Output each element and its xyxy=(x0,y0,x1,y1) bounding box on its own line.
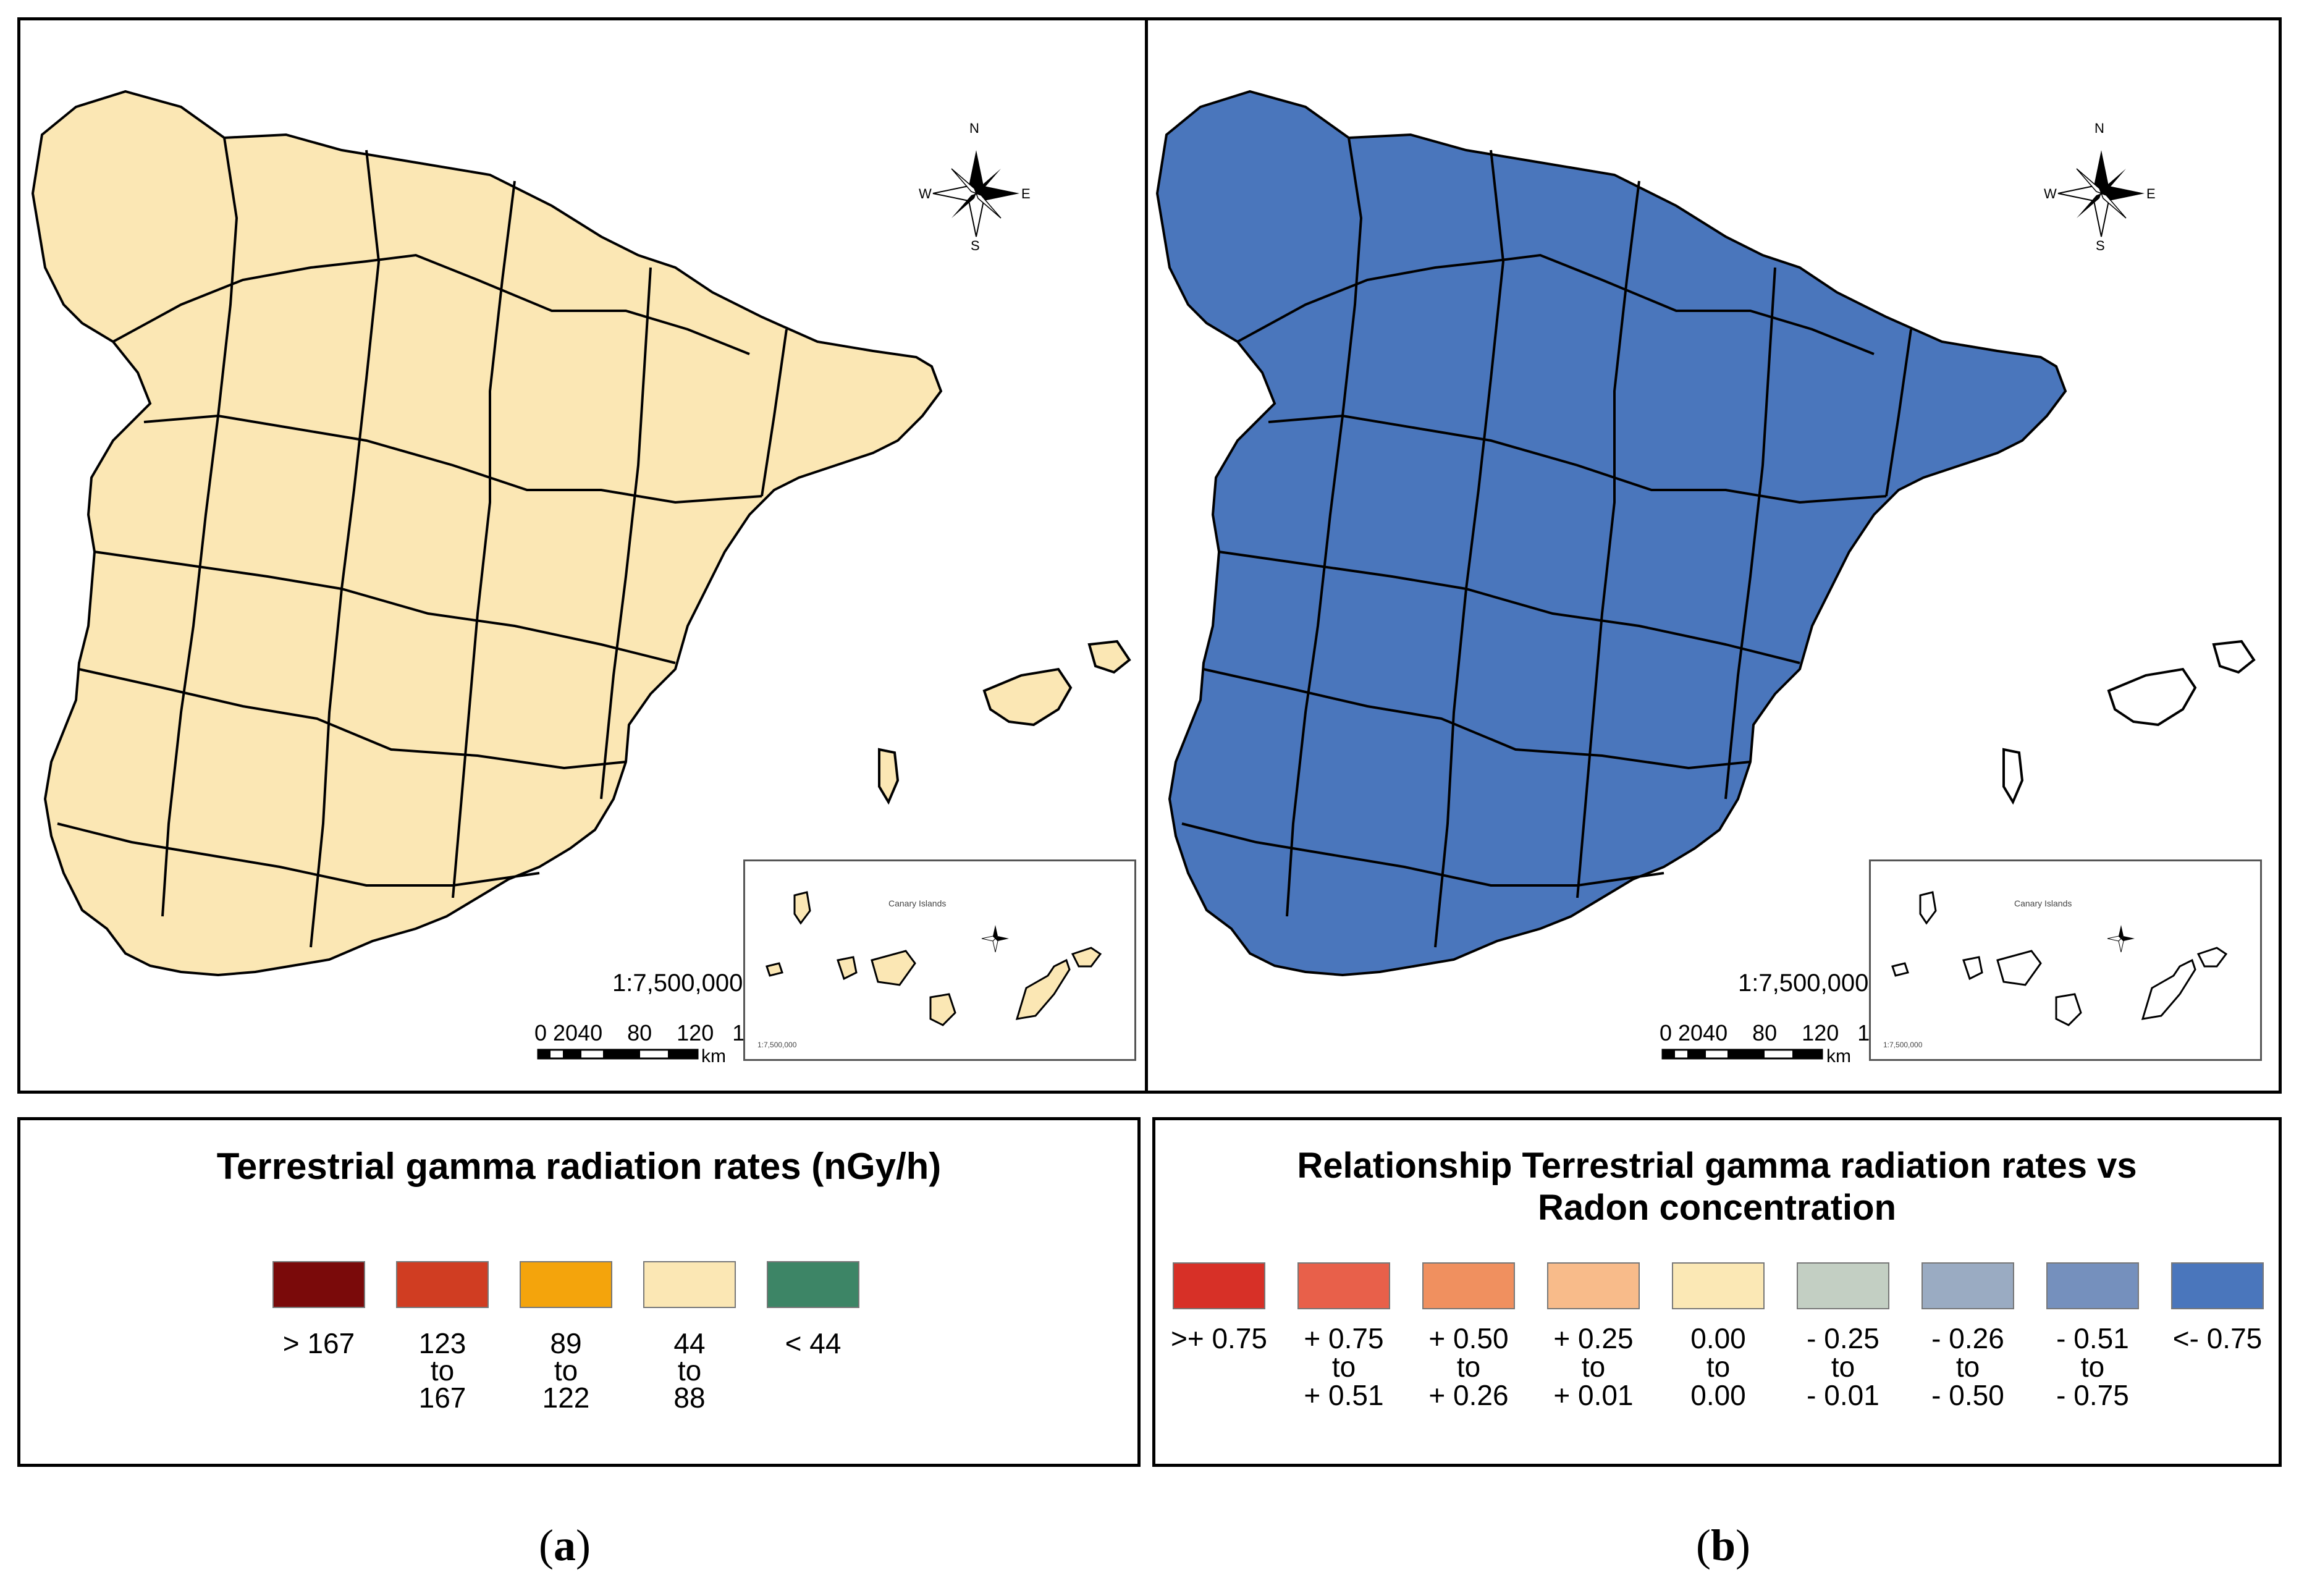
legend-label: to xyxy=(1456,1351,1481,1383)
map-panel-a: 1:7,500,000 0 2040 80 120 160 km N S E W xyxy=(17,17,1148,1094)
legend-swatch xyxy=(1297,1262,1390,1309)
legend-label: - 0.25 xyxy=(1807,1322,1879,1354)
map-patch xyxy=(1828,651,1852,675)
scale-bar-b xyxy=(1661,1049,1823,1060)
canary-inset-title-b: Canary Islands xyxy=(2014,898,2072,908)
scale-unit-a: km xyxy=(701,1046,726,1066)
legend-label: + 0.25 xyxy=(1553,1322,1634,1354)
legend-label: 0.00 xyxy=(1690,1322,1746,1354)
legend-swatch xyxy=(520,1261,612,1308)
legend-label: + 0.01 xyxy=(1553,1379,1634,1411)
legend-label: + 0.51 xyxy=(1304,1379,1384,1411)
legend-label: to xyxy=(554,1354,578,1387)
compass-e-b: E xyxy=(2146,186,2156,201)
legend-swatch xyxy=(1797,1262,1889,1309)
legend-label: < 44 xyxy=(785,1327,842,1359)
legend-swatch xyxy=(1672,1262,1765,1309)
compass-w-b: W xyxy=(2044,186,2057,201)
legend-label: to xyxy=(1831,1351,1855,1383)
borders-a xyxy=(32,90,942,976)
legend-label: <- 0.75 xyxy=(2172,1322,2263,1354)
compass-rose-a xyxy=(932,150,1019,237)
legend-label: to xyxy=(1331,1351,1356,1383)
legend-swatch xyxy=(1547,1262,1640,1309)
legend-swatch xyxy=(1422,1262,1515,1309)
legend-label: to xyxy=(677,1354,702,1387)
legend-label: 122 xyxy=(542,1382,590,1414)
compass-n-a: N xyxy=(969,120,979,136)
legend-label: + 0.50 xyxy=(1428,1322,1509,1354)
legend-label: to xyxy=(1955,1351,1980,1383)
caption-a-letter: a xyxy=(553,1521,576,1570)
legend-swatch xyxy=(643,1261,736,1308)
legend-swatch xyxy=(1921,1262,2014,1309)
legend-swatch xyxy=(767,1261,859,1308)
scale-bar-a xyxy=(537,1049,699,1060)
compass-e-a: E xyxy=(1021,186,1031,201)
caption-a: (a) xyxy=(539,1520,591,1571)
map-scale-ratio-b: 1:7,500,000 xyxy=(1738,969,1869,997)
legend-label: - 0.75 xyxy=(2056,1379,2129,1411)
caption-a-close: ) xyxy=(575,1521,591,1570)
legend-label: - 0.51 xyxy=(2056,1322,2129,1354)
legend-label: to xyxy=(430,1354,455,1387)
legend-swatch xyxy=(2171,1262,2264,1309)
caption-b-close: ) xyxy=(1736,1521,1751,1570)
caption-a-open: ( xyxy=(539,1521,554,1570)
compass-s-a: S xyxy=(971,238,980,253)
balearic-islands-a xyxy=(878,640,1131,805)
compass-rose-b xyxy=(2057,150,2145,237)
compass-s-b: S xyxy=(2096,238,2105,253)
legend-label: 0.00 xyxy=(1690,1379,1746,1411)
map-patch xyxy=(1624,885,1685,923)
legend-label: >+ 0.75 xyxy=(1170,1322,1268,1354)
legend-swatch xyxy=(1173,1262,1265,1309)
canary-inset-title-a: Canary Islands xyxy=(888,898,947,908)
legend-label: - 0.50 xyxy=(1931,1379,2004,1411)
scale-ticks-a: 0 2040 80 120 160 xyxy=(534,1020,770,1045)
legend-swatch xyxy=(2046,1262,2139,1309)
map-a-svg xyxy=(32,90,1131,1060)
legend-label: > 167 xyxy=(282,1327,355,1359)
legend-swatch xyxy=(272,1261,365,1308)
caption-b-open: ( xyxy=(1696,1521,1711,1570)
legend-label: + 0.75 xyxy=(1304,1322,1384,1354)
caption-b: (b) xyxy=(1696,1520,1750,1571)
legend-label: 88 xyxy=(673,1382,706,1414)
canary-inset-b: Canary Islands 1:7,500,000 xyxy=(1869,859,2262,1061)
canary-inset-svg-b xyxy=(1891,891,2228,1026)
map-panel-b: 1:7,500,000 0 2040 80 120 160 km N S E W xyxy=(1145,17,2282,1094)
legend-label: 167 xyxy=(418,1382,466,1414)
legend-swatch xyxy=(396,1261,489,1308)
legend-label: - 0.26 xyxy=(1931,1322,2004,1354)
compass-n-b: N xyxy=(2094,120,2104,136)
legend-label: 44 xyxy=(673,1327,706,1359)
legend-label: to xyxy=(2080,1351,2105,1383)
map-b-svg xyxy=(1156,90,2256,1060)
legend-b-title-line1: Relationship Terrestrial gamma radiation… xyxy=(1297,1146,2137,1186)
legend-a: Terrestrial gamma radiation rates (nGy/h… xyxy=(17,1117,1141,1467)
legend-label: to xyxy=(1581,1351,1606,1383)
legend-a-title: Terrestrial gamma radiation rates (nGy/h… xyxy=(216,1146,942,1187)
legend-label: - 0.01 xyxy=(1807,1379,1879,1411)
balearic-islands-b xyxy=(2002,640,2256,805)
borders-b xyxy=(1156,90,2067,976)
legend-b: Relationship Terrestrial gamma radiation… xyxy=(1152,1117,2282,1467)
canary-inset-scale-b: 1:7,500,000 xyxy=(1883,1041,1923,1049)
scale-ticks-b: 0 2040 80 120 160 xyxy=(1660,1020,1895,1045)
legend-label: 89 xyxy=(550,1327,582,1359)
map-scale-ratio-a: 1:7,500,000 xyxy=(612,969,743,997)
canary-inset-svg-a xyxy=(766,891,1102,1026)
compass-w-a: W xyxy=(919,186,932,201)
legend-label: + 0.26 xyxy=(1428,1379,1509,1411)
legend-label: 123 xyxy=(418,1327,466,1359)
canary-inset-scale-a: 1:7,500,000 xyxy=(757,1041,797,1049)
legend-b-title-line2: Radon concentration xyxy=(1537,1188,1897,1228)
caption-b-letter: b xyxy=(1710,1521,1736,1570)
canary-inset-a: Canary Islands 1:7,500,000 xyxy=(743,859,1136,1061)
legend-label: to xyxy=(1706,1351,1731,1383)
scale-unit-b: km xyxy=(1826,1046,1851,1066)
